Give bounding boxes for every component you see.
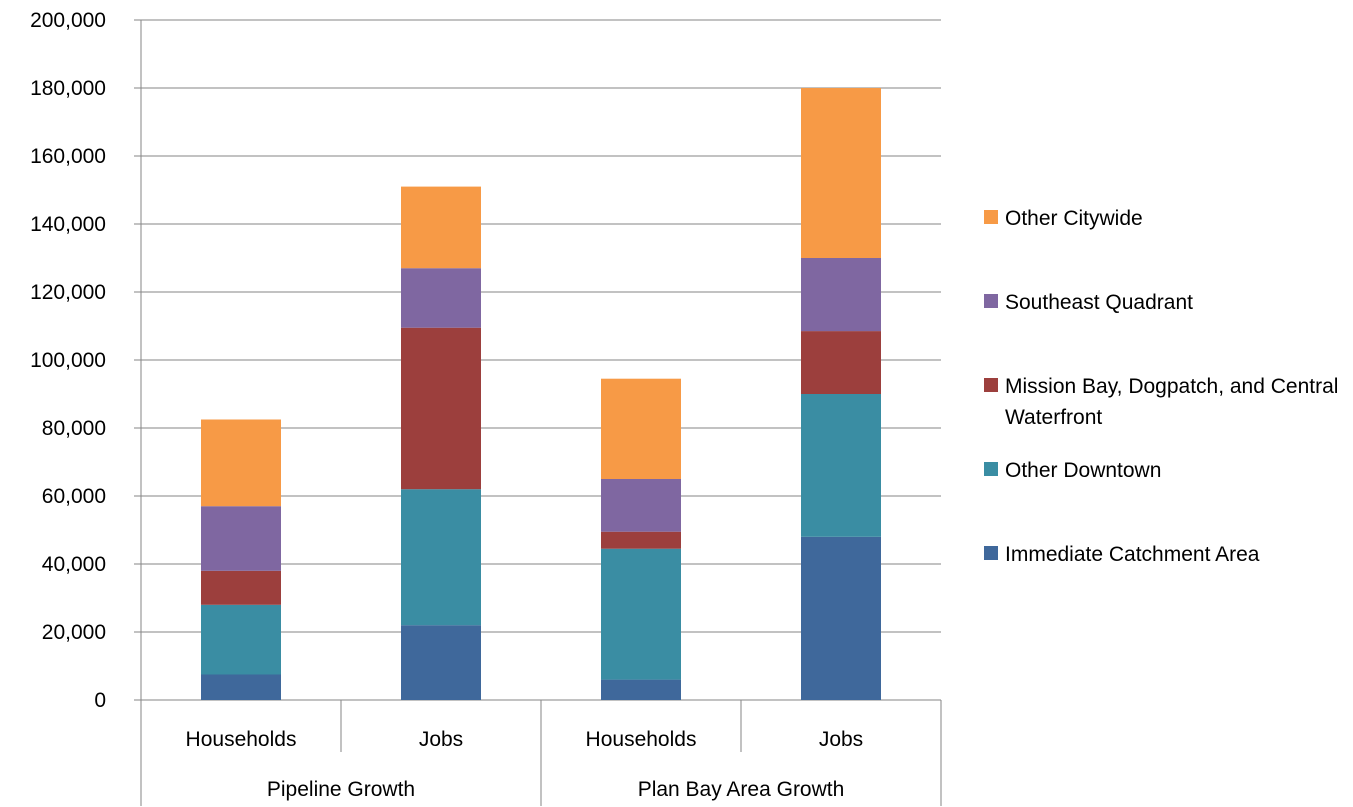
y-tick-label: 100,000 [30,349,106,372]
y-tick-label: 200,000 [30,9,106,32]
x-group-label: Pipeline Growth [267,778,415,801]
x-tick-label: Jobs [819,728,863,751]
x-tick-label: Jobs [419,728,463,751]
bar-immediate-catchment-area-0 [201,674,281,700]
y-tick-label: 140,000 [30,213,106,236]
legend-item: Southeast Quadrant [984,287,1353,318]
legend-label: Southeast Quadrant [1005,291,1193,314]
legend-item: Other Downtown [984,455,1353,486]
bar-immediate-catchment-area-2 [601,679,681,700]
bar-other-downtown-3 [801,394,881,537]
y-tick-label: 120,000 [30,281,106,304]
bar-mission-bay-dogpatch-and-central-waterfront-1 [401,327,481,490]
bar-southeast-quadrant-2 [601,479,681,532]
y-tick-label: 180,000 [30,77,106,100]
y-tick-label: 0 [94,689,106,712]
bar-other-citywide-1 [401,186,481,269]
legend-label: Immediate Catchment Area [1005,543,1260,566]
y-tick-label: 20,000 [42,621,106,644]
y-tick-label: 60,000 [42,485,106,508]
legend-label: Other Citywide [1005,207,1143,230]
bar-mission-bay-dogpatch-and-central-waterfront-2 [601,531,681,549]
legend-swatch [984,462,998,476]
legend-item: Other Citywide [984,203,1353,234]
chart-legend: Other Citywide Southeast Quadrant Mission … [984,0,1353,807]
x-group-label: Plan Bay Area Growth [638,778,845,801]
x-tick-label: Households [586,728,697,751]
y-tick-label: 160,000 [30,145,106,168]
y-tick-label: 80,000 [42,417,106,440]
bar-mission-bay-dogpatch-and-central-waterfront-3 [801,331,881,394]
y-tick-label: 40,000 [42,553,106,576]
bar-other-downtown-2 [601,548,681,680]
legend-swatch [984,294,998,308]
bar-other-citywide-3 [801,88,881,258]
bar-other-citywide-2 [601,378,681,479]
legend-swatch [984,546,998,560]
bar-southeast-quadrant-1 [401,268,481,328]
bar-southeast-quadrant-0 [201,506,281,571]
legend-item: Mission Bay, Dogpatch, and Central Water… [984,371,1345,433]
bar-mission-bay-dogpatch-and-central-waterfront-0 [201,570,281,605]
legend-swatch [984,378,998,392]
bar-other-downtown-0 [201,604,281,675]
bar-southeast-quadrant-3 [801,258,881,332]
bar-other-downtown-1 [401,489,481,626]
legend-item: Immediate Catchment Area [984,539,1353,570]
bar-immediate-catchment-area-3 [801,536,881,700]
bar-other-citywide-0 [201,419,281,507]
bar-immediate-catchment-area-1 [401,625,481,700]
x-tick-label: Households [186,728,297,751]
stacked-bar-chart: 0 20,000 40,000 60,000 80,000 100,000 120,000 1… [30,9,942,806]
legend-label: Mission Bay, Dogpatch, and Central Water… [1005,375,1339,429]
legend-label: Other Downtown [1005,459,1162,482]
legend-swatch [984,210,998,224]
